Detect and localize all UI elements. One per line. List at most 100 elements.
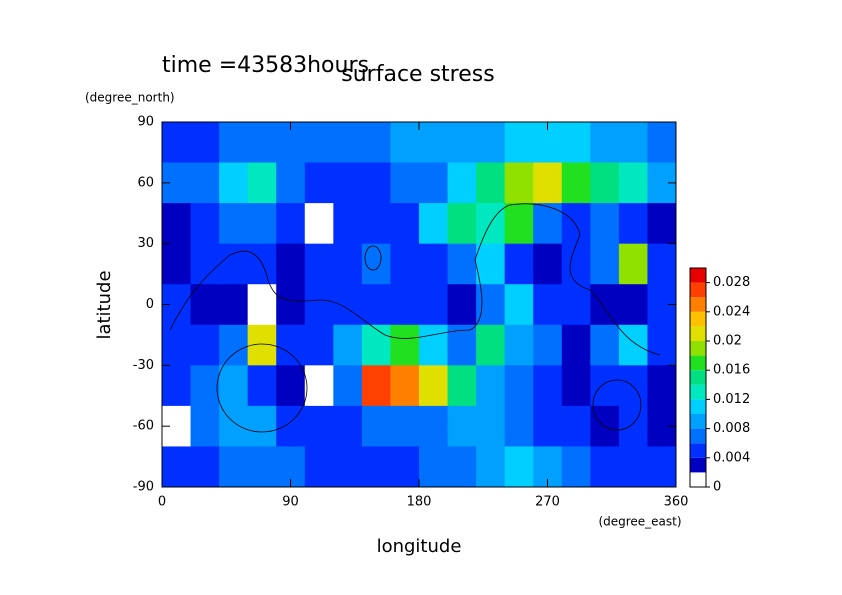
field-cell bbox=[333, 324, 363, 366]
field-cell bbox=[476, 243, 506, 285]
field-cell bbox=[447, 365, 477, 407]
field-cell bbox=[419, 162, 449, 204]
field-cell bbox=[533, 405, 563, 447]
colorbar-tick-label: 0.004 bbox=[713, 450, 750, 465]
field-cell bbox=[390, 203, 420, 245]
field-cell bbox=[447, 324, 477, 366]
field-cell bbox=[162, 365, 192, 407]
field-cell bbox=[276, 203, 306, 245]
coastlines bbox=[169, 203, 661, 433]
field-cell bbox=[276, 365, 306, 407]
field-cell bbox=[390, 405, 420, 447]
coastline bbox=[364, 245, 382, 271]
field-cell bbox=[647, 203, 677, 245]
field-cell bbox=[219, 365, 249, 407]
colorbar-tick-label: 0.02 bbox=[713, 334, 742, 349]
field-cell bbox=[247, 203, 277, 245]
field-cell bbox=[304, 243, 334, 285]
field-cell bbox=[361, 365, 391, 407]
field-cell bbox=[390, 122, 420, 164]
field-cell bbox=[533, 284, 563, 326]
y-tick-label: 60 bbox=[137, 175, 154, 190]
field-cell bbox=[162, 122, 192, 164]
field-cell bbox=[361, 203, 391, 245]
field-cell bbox=[419, 446, 449, 488]
field-cell bbox=[276, 284, 306, 326]
field-cell bbox=[304, 365, 334, 407]
field-cell bbox=[219, 203, 249, 245]
field-cell bbox=[390, 162, 420, 204]
field-cell bbox=[590, 446, 620, 488]
field-cell bbox=[618, 243, 648, 285]
field-cell bbox=[361, 284, 391, 326]
field-cell bbox=[561, 324, 591, 366]
field-cell bbox=[618, 203, 648, 245]
field-cell bbox=[361, 162, 391, 204]
x-tick-label: 270 bbox=[535, 495, 560, 510]
field-cell bbox=[304, 203, 334, 245]
field-cell bbox=[333, 122, 363, 164]
field-cell bbox=[561, 122, 591, 164]
coastline bbox=[592, 379, 642, 431]
field-cell bbox=[162, 243, 192, 285]
colorbar-swatch bbox=[690, 472, 706, 487]
field-cell bbox=[247, 284, 277, 326]
field-cell bbox=[247, 446, 277, 488]
field-cell bbox=[561, 446, 591, 488]
field-cell bbox=[561, 243, 591, 285]
colorbar-tick-label: 0.016 bbox=[713, 363, 750, 378]
field-cell bbox=[476, 162, 506, 204]
field-cell bbox=[304, 446, 334, 488]
field-cell bbox=[361, 405, 391, 447]
field-cell bbox=[447, 405, 477, 447]
field-cell bbox=[219, 405, 249, 447]
field-cell bbox=[561, 284, 591, 326]
field-cell bbox=[533, 162, 563, 204]
colorbar-swatch bbox=[690, 297, 706, 312]
field-cell bbox=[476, 446, 506, 488]
colorbar-tick-label: 0.008 bbox=[713, 421, 750, 436]
field-cell bbox=[333, 162, 363, 204]
colorbar-swatch bbox=[690, 370, 706, 385]
field-cell bbox=[504, 122, 534, 164]
colorbar-swatch bbox=[690, 414, 706, 429]
field-cell bbox=[219, 162, 249, 204]
field-cell bbox=[590, 162, 620, 204]
colorbar-outline bbox=[689, 267, 707, 488]
field-cell bbox=[561, 365, 591, 407]
field-cell bbox=[590, 243, 620, 285]
colorbar-swatch bbox=[690, 282, 706, 298]
field-cell bbox=[476, 122, 506, 164]
field-cell bbox=[590, 284, 620, 326]
field-cell bbox=[419, 284, 449, 326]
field-cell bbox=[419, 365, 449, 407]
field-cell bbox=[304, 122, 334, 164]
colorbar-tick-label: 0.012 bbox=[713, 392, 750, 407]
field-cell bbox=[390, 446, 420, 488]
field-cell bbox=[618, 122, 648, 164]
field-cell bbox=[590, 365, 620, 407]
colorbar-swatch bbox=[690, 428, 706, 444]
field-cell bbox=[419, 324, 449, 366]
field-cell bbox=[276, 162, 306, 204]
x-unit: (degree_east) bbox=[598, 515, 681, 529]
field-cell bbox=[618, 365, 648, 407]
field-cell bbox=[219, 122, 249, 164]
field-cell bbox=[162, 324, 192, 366]
colorbar-swatch bbox=[690, 355, 706, 371]
field-cell bbox=[190, 365, 220, 407]
field-cell bbox=[162, 446, 192, 488]
field-cell bbox=[219, 243, 249, 285]
y-tick-label: -60 bbox=[133, 419, 154, 434]
field-cell bbox=[219, 284, 249, 326]
field-cell bbox=[219, 446, 249, 488]
colorbar-tick-label: 0 bbox=[713, 480, 721, 495]
field-cell bbox=[447, 446, 477, 488]
time-label: time =43583hours bbox=[162, 53, 369, 78]
field-cell bbox=[190, 203, 220, 245]
field-cell bbox=[476, 365, 506, 407]
y-tick-label: 90 bbox=[137, 115, 154, 130]
colorbar-swatch bbox=[690, 443, 706, 458]
x-tick-label: 90 bbox=[282, 495, 299, 510]
field-cell bbox=[476, 405, 506, 447]
